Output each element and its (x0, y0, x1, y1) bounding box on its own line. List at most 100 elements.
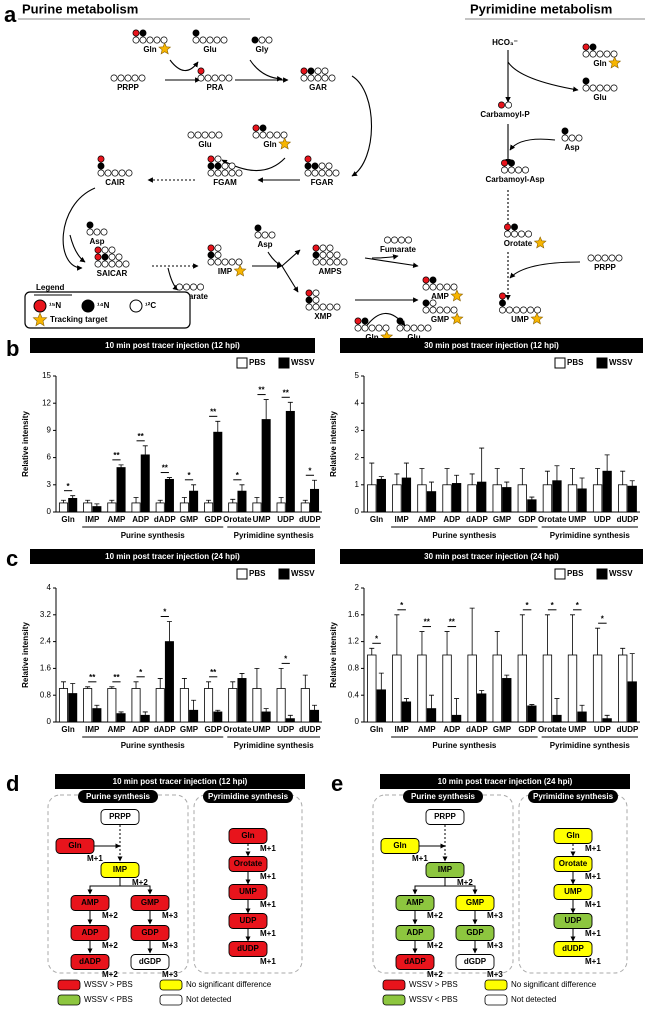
title-bar (340, 338, 643, 353)
significance-label: * (526, 601, 530, 610)
atom (361, 317, 369, 325)
bar (426, 491, 437, 513)
significance-label: * (375, 634, 379, 643)
tracking-star (450, 289, 464, 302)
node-label: ADP (82, 928, 100, 937)
bar (237, 678, 247, 723)
legend-label: ¹⁴N (97, 301, 110, 310)
significance-label: * (139, 668, 143, 677)
node-label: AMP (406, 898, 424, 907)
mass-label: M+3 (162, 911, 178, 920)
pathway-arrow (249, 59, 283, 82)
legend-label: No significant difference (511, 980, 597, 989)
error-bar (378, 672, 384, 690)
error-bar (519, 614, 525, 655)
mass-label: M+1 (585, 900, 601, 909)
error-bar (142, 445, 148, 455)
error-bar (239, 673, 245, 679)
atom (603, 84, 611, 92)
metabolite-label: Glu (593, 93, 606, 102)
atom (101, 253, 109, 261)
error-bar (287, 714, 293, 719)
legend-atom (129, 299, 143, 313)
error-bar (595, 468, 601, 485)
bar (68, 497, 78, 513)
x-tick-label: dUDP (617, 725, 639, 734)
bar (155, 502, 165, 513)
y-tick-label: 0 (355, 507, 360, 516)
atom (499, 292, 506, 300)
bar (417, 654, 427, 723)
atom (506, 306, 513, 314)
section-title: Purine metabolism (22, 1, 138, 16)
pathway-node (55, 838, 95, 854)
x-tick-label: UMP (568, 725, 586, 734)
legend-swatch (596, 357, 608, 369)
atom (138, 74, 146, 82)
pathway-node (455, 954, 495, 970)
atom (214, 244, 222, 252)
flow-arrow (445, 885, 478, 895)
atom (594, 254, 602, 262)
atom (132, 36, 140, 44)
error-bar (554, 698, 560, 716)
metabolite-label: HCO₃⁻ (492, 38, 518, 47)
error-bar (60, 681, 66, 689)
node-label: GDP (141, 928, 159, 937)
error-bar (554, 465, 560, 481)
pathway-node (395, 954, 435, 970)
legend-label: PBS (249, 358, 266, 367)
bar (592, 654, 603, 723)
node-label: Gln (393, 841, 406, 850)
atom (326, 244, 334, 252)
atom (522, 166, 529, 174)
atom (312, 296, 320, 304)
atom (534, 306, 541, 314)
significance-label: ** (210, 668, 217, 677)
metabolite-label: Gly (256, 45, 269, 54)
x-tick-label: UDP (594, 515, 612, 524)
pathway-node (425, 862, 465, 878)
atom (582, 50, 590, 58)
error-bar (278, 497, 284, 503)
mass-label: M+3 (487, 911, 503, 920)
y-tick-label: 1.6 (40, 664, 52, 673)
atom (368, 324, 376, 332)
atom (221, 258, 229, 266)
atom (398, 236, 405, 244)
atom (304, 162, 312, 170)
atom (511, 223, 518, 231)
significance-label: * (576, 601, 580, 610)
legend-label: WSSV < PBS (409, 995, 458, 1004)
error-bar (629, 653, 635, 682)
atom (252, 124, 260, 132)
legend-label: WSSV > PBS (409, 980, 458, 989)
pathway-arrow (69, 234, 86, 263)
error-bar (215, 709, 221, 712)
error-bar (570, 614, 576, 655)
x-tick-label: IMP (85, 515, 100, 524)
bar (451, 483, 462, 513)
legend-label: Tracking target (50, 315, 108, 324)
x-tick-label: Orotate (538, 725, 567, 734)
error-bar (419, 631, 425, 655)
x-tick-label: AMP (108, 515, 126, 524)
title-bar (30, 549, 315, 564)
error-bar (620, 647, 626, 655)
atom (207, 169, 215, 177)
atom (561, 134, 569, 142)
error-bar (428, 694, 434, 709)
error-bar (70, 683, 76, 694)
node-label: PRPP (109, 812, 131, 821)
atom (125, 169, 133, 177)
node-label: GDP (466, 928, 484, 937)
atom (405, 236, 412, 244)
atom (384, 236, 391, 244)
mass-label: M+2 (102, 911, 118, 920)
atom (192, 29, 200, 37)
atom (312, 303, 320, 311)
group-pill (528, 790, 618, 803)
atom (221, 169, 229, 177)
node-label: IMP (113, 865, 128, 874)
bar (376, 478, 386, 513)
